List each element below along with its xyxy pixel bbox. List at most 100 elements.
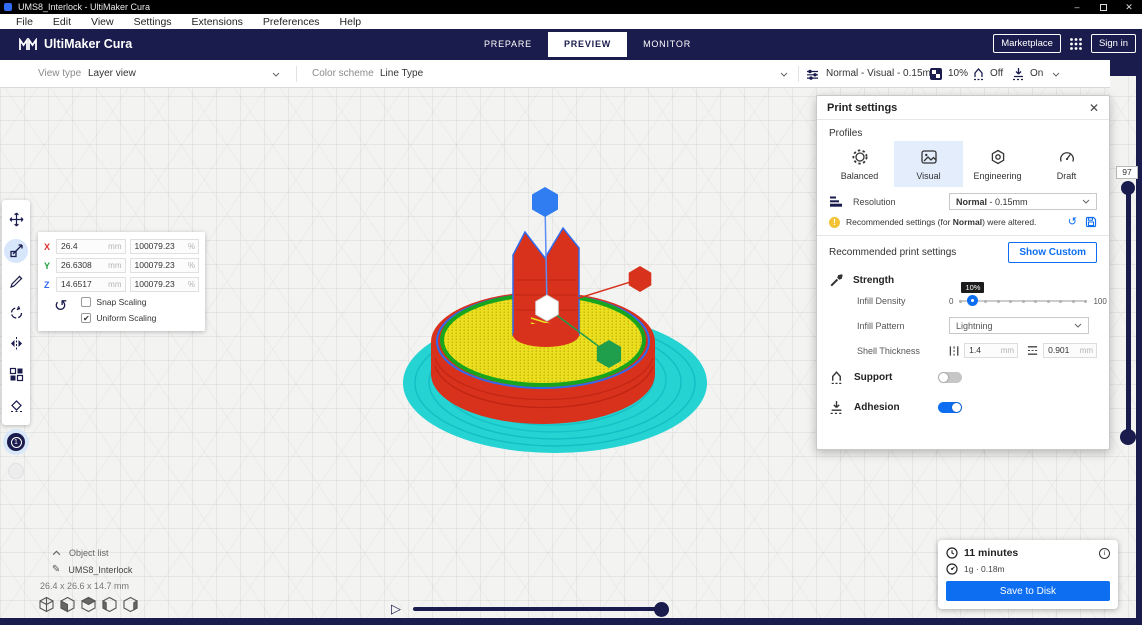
layer-slider-track[interactable] — [1126, 186, 1131, 438]
view-right-button[interactable] — [122, 596, 139, 613]
adhesion-summary-value[interactable]: On — [1030, 68, 1044, 79]
move-tool[interactable] — [2, 204, 30, 235]
scale-x-pct-input[interactable]: 100079.23% — [129, 239, 199, 254]
menu-item-preferences[interactable]: Preferences — [262, 15, 320, 28]
mirror-tool[interactable] — [2, 328, 30, 359]
infill-pattern-dropdown[interactable]: Lightning — [949, 317, 1089, 334]
material-gauge-icon — [946, 563, 958, 575]
reset-rotation-tool[interactable] — [2, 297, 30, 328]
support-summary-value[interactable]: Off — [990, 68, 1004, 79]
camera-view-buttons — [38, 596, 139, 613]
scale-y-mm-input[interactable]: 26.6308 mm — [56, 258, 126, 273]
simulation-slider-track[interactable] — [413, 607, 663, 611]
menu-item-extensions[interactable]: Extensions — [191, 15, 243, 28]
view-top-button[interactable] — [80, 596, 97, 613]
adhesion-toggle[interactable] — [938, 402, 962, 413]
profile-balanced[interactable]: Balanced — [825, 141, 894, 187]
view-front-button[interactable] — [59, 596, 76, 613]
extruder-1-number: 1 — [10, 436, 22, 448]
per-model-settings-tool[interactable] — [2, 359, 30, 390]
tab-preview[interactable]: PREVIEW — [547, 32, 628, 57]
color-scheme-dropdown[interactable]: Line Type — [380, 68, 424, 79]
print-settings-panel: Print settings ✕ Profiles Balanced Visua… — [816, 95, 1110, 450]
support-icon[interactable] — [972, 67, 985, 81]
tool-sidebar — [2, 200, 30, 425]
menu-item-edit[interactable]: Edit — [52, 15, 72, 28]
view-3d-button[interactable] — [38, 596, 55, 613]
profile-draft[interactable]: Draft — [1032, 141, 1101, 187]
view-left-button[interactable] — [101, 596, 118, 613]
view-type-chevron-icon[interactable] — [272, 72, 280, 77]
object-list-toggle[interactable]: Object list — [52, 548, 109, 558]
save-profile-icon[interactable] — [1085, 216, 1097, 228]
simulation-slider-handle[interactable] — [654, 602, 669, 617]
app-name: UltiMaker Cura — [44, 37, 133, 51]
sliced-model-preview[interactable] — [395, 170, 725, 470]
infill-summary-value[interactable]: 10% — [948, 68, 969, 79]
support-section-icon — [831, 371, 842, 385]
profile-selector: Balanced Visual Engineering Draft — [825, 141, 1101, 187]
adhesion-icon[interactable] — [1012, 67, 1025, 81]
view-type-dropdown[interactable]: Layer view — [88, 68, 136, 79]
infill-icon[interactable] — [930, 68, 942, 80]
profile-summary[interactable]: Normal - Visual - 0.15mm — [826, 68, 940, 79]
scale-row-y: Y 26.6308 mm 100079.23% — [44, 258, 199, 273]
clock-icon — [946, 547, 958, 559]
support-blocker-tool[interactable] — [2, 390, 30, 421]
play-simulation-button[interactable]: ▷ — [391, 601, 401, 616]
layer-slider-bottom-handle[interactable] — [1120, 429, 1136, 445]
close-window-button[interactable]: ✕ — [1125, 1, 1133, 12]
menu-bar: File Edit View Settings Extensions Prefe… — [0, 14, 1142, 29]
menu-item-help[interactable]: Help — [339, 15, 362, 28]
model-name-row[interactable]: ✎ UMS8_Interlock — [52, 564, 132, 575]
menu-item-settings[interactable]: Settings — [133, 15, 172, 28]
marketplace-button[interactable]: Marketplace — [993, 34, 1061, 53]
maximize-button[interactable] — [1090, 2, 1116, 13]
tab-prepare[interactable]: PREPARE — [484, 39, 532, 49]
scale-y-pct-input[interactable]: 100079.23% — [129, 258, 199, 273]
rotate-tool[interactable] — [2, 266, 30, 297]
scale-gizmo[interactable] — [532, 187, 652, 368]
scale-z-mm-input[interactable]: 14.6517 mm — [56, 277, 126, 292]
engineering-gear-icon — [991, 149, 1004, 165]
window-title: UMS8_Interlock - UltiMaker Cura — [18, 2, 151, 12]
profile-engineering[interactable]: Engineering — [963, 141, 1032, 187]
menu-item-file[interactable]: File — [16, 15, 33, 28]
density-slider-handle[interactable] — [967, 295, 979, 306]
infill-density-slider[interactable]: 10% — [959, 282, 1088, 308]
color-scheme-chevron-icon[interactable] — [780, 72, 788, 77]
scale-tool[interactable] — [2, 235, 30, 266]
resolution-dropdown[interactable]: Normal - 0.15mm — [949, 193, 1097, 210]
uniform-scaling-checkbox[interactable]: ✔ — [81, 313, 92, 323]
top-bottom-thickness-input[interactable]: 0.901 mm — [1043, 343, 1098, 358]
settings-panel-chevron-icon[interactable] — [1052, 72, 1060, 77]
support-toggle[interactable] — [938, 372, 962, 383]
profile-visual[interactable]: Visual — [894, 141, 963, 187]
gizmo-center-handle — [535, 294, 559, 322]
extruder-2-button[interactable] — [8, 463, 24, 479]
print-settings-sliders-icon[interactable] — [806, 68, 819, 81]
reset-settings-icon[interactable]: ↺ — [1067, 215, 1077, 228]
scale-x-mm-input[interactable]: 26.4 mm — [56, 239, 126, 254]
uniform-scaling-option[interactable]: ✔ Uniform Scaling — [81, 313, 156, 323]
tab-monitor[interactable]: MONITOR — [643, 39, 691, 49]
applications-grid-icon[interactable] — [1069, 37, 1083, 51]
reset-scale-button[interactable]: ↺ — [54, 298, 68, 315]
layer-slider-top-handle[interactable] — [1121, 181, 1135, 195]
minimize-button[interactable]: – — [1074, 2, 1080, 12]
close-panel-icon[interactable]: ✕ — [1088, 100, 1099, 115]
snap-scaling-option[interactable]: Snap Scaling — [81, 297, 156, 307]
wall-thickness-icon — [949, 345, 959, 356]
support-label: Support — [854, 372, 893, 383]
extruder-1-button[interactable]: 1 — [3, 429, 29, 455]
scale-z-pct-input[interactable]: 100079.23% — [129, 277, 199, 292]
layer-number-label: 97 — [1116, 166, 1138, 179]
snap-scaling-checkbox[interactable] — [81, 297, 92, 307]
info-icon[interactable]: i — [1099, 547, 1110, 559]
scale-row-x: X 26.4 mm 100079.23% — [44, 239, 199, 254]
sign-in-button[interactable]: Sign in — [1090, 34, 1136, 53]
menu-item-view[interactable]: View — [91, 15, 114, 28]
show-custom-button[interactable]: Show Custom — [1008, 242, 1097, 263]
wall-thickness-input[interactable]: 1.4 mm — [964, 343, 1019, 358]
save-to-disk-button[interactable]: Save to Disk — [946, 581, 1110, 601]
